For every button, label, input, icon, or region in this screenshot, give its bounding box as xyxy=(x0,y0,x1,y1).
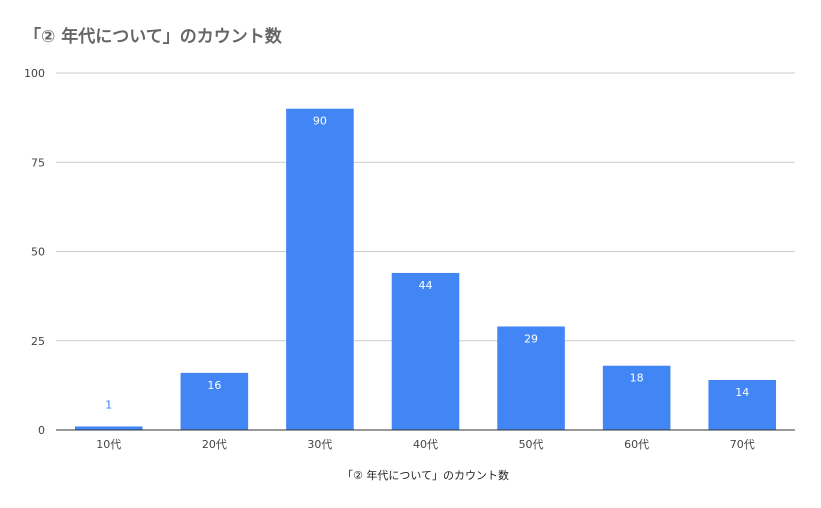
bar xyxy=(391,272,460,430)
data-label: 29 xyxy=(524,332,538,345)
x-tick-label: 30代 xyxy=(307,438,332,451)
x-tick-label: 70代 xyxy=(730,438,755,451)
data-label: 14 xyxy=(735,386,749,399)
data-label: 90 xyxy=(313,115,327,128)
data-label: 18 xyxy=(630,372,644,385)
x-tick-label: 10代 xyxy=(96,438,121,451)
data-labels: 1 16 90 44 29 18 14 xyxy=(105,115,749,412)
bar xyxy=(286,108,354,430)
y-tick-label: 100 xyxy=(24,67,45,80)
x-tick-label: 50代 xyxy=(519,438,544,451)
y-tick-label: 75 xyxy=(31,156,45,169)
data-label: 44 xyxy=(419,279,433,292)
y-tick-label: 0 xyxy=(38,424,45,437)
bars xyxy=(75,108,776,430)
data-label: 1 xyxy=(105,398,112,411)
bar xyxy=(602,365,671,430)
bar xyxy=(75,426,143,430)
bar xyxy=(497,326,565,430)
y-tick-label: 50 xyxy=(31,246,45,259)
x-axis-ticks: 10代 20代 30代 40代 50代 60代 70代 xyxy=(96,438,754,451)
x-tick-label: 60代 xyxy=(624,438,649,451)
y-tick-label: 25 xyxy=(31,335,45,348)
x-tick-label: 20代 xyxy=(202,438,227,451)
x-axis-title: 「② 年代について」のカウント数 xyxy=(342,468,509,482)
bar xyxy=(180,372,249,430)
data-label: 16 xyxy=(207,379,221,392)
bar xyxy=(708,380,776,430)
x-tick-label: 40代 xyxy=(413,438,438,451)
y-axis-ticks: 0 25 50 75 100 xyxy=(24,67,45,437)
chart-title: 「② 年代について」のカウント数 xyxy=(24,27,282,47)
